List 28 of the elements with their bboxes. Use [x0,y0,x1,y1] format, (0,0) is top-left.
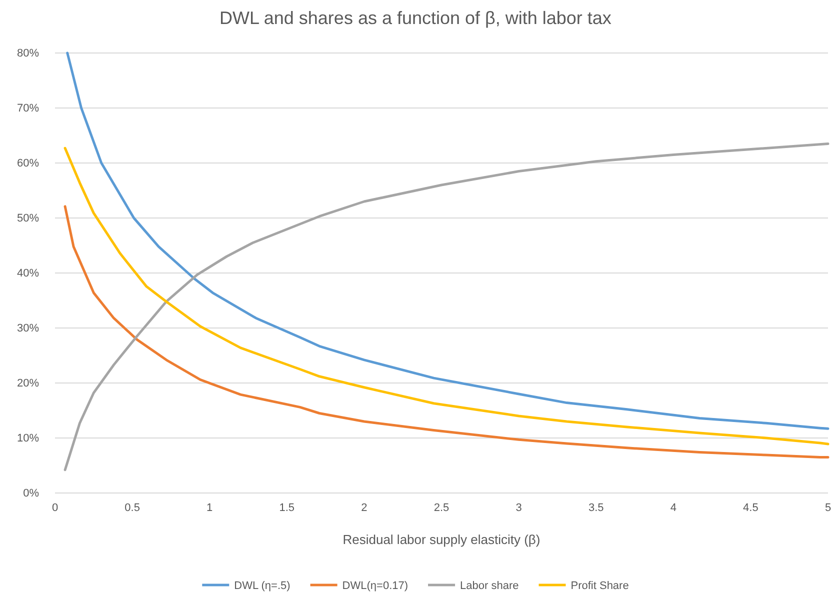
x-tick-label: 3.5 [588,502,604,514]
x-tick-label: 4.5 [743,502,758,514]
x-tick-label: 2.5 [434,502,450,514]
y-tick-label: 0% [23,488,40,500]
line-series [64,205,830,458]
x-tick-label: 4 [670,502,676,514]
y-tick-label: 60% [16,158,40,170]
x-tick-label: 0 [52,502,58,514]
x-tick-label: 2 [361,502,368,514]
y-tick-label: 70% [16,102,40,115]
x-tick-label: 1 [206,502,213,514]
x-tick-label: 1.5 [279,502,295,514]
x-tick-label: 3 [516,502,522,514]
y-tick-label: 30% [16,322,40,335]
x-axis-title: Residual labor supply elasticity (β) [342,532,540,547]
y-tick-label: 80% [16,48,40,60]
chart-title: DWL and shares as a function of β, with labor tax [220,8,612,28]
legend-label: DWL(η=0.17) [342,580,408,592]
y-tick-label: 50% [16,212,40,225]
x-tick-label: 0.5 [124,502,140,514]
legend-label: Profit Share [570,580,629,592]
x-tick-label: 5 [824,502,831,514]
y-tick-label: 10% [16,432,40,445]
legend-label: DWL (η=.5) [234,580,290,592]
line-series [66,52,830,430]
y-tick-label: 20% [16,378,40,390]
legend-label: Labor share [460,580,519,592]
y-tick-label: 40% [16,268,40,280]
